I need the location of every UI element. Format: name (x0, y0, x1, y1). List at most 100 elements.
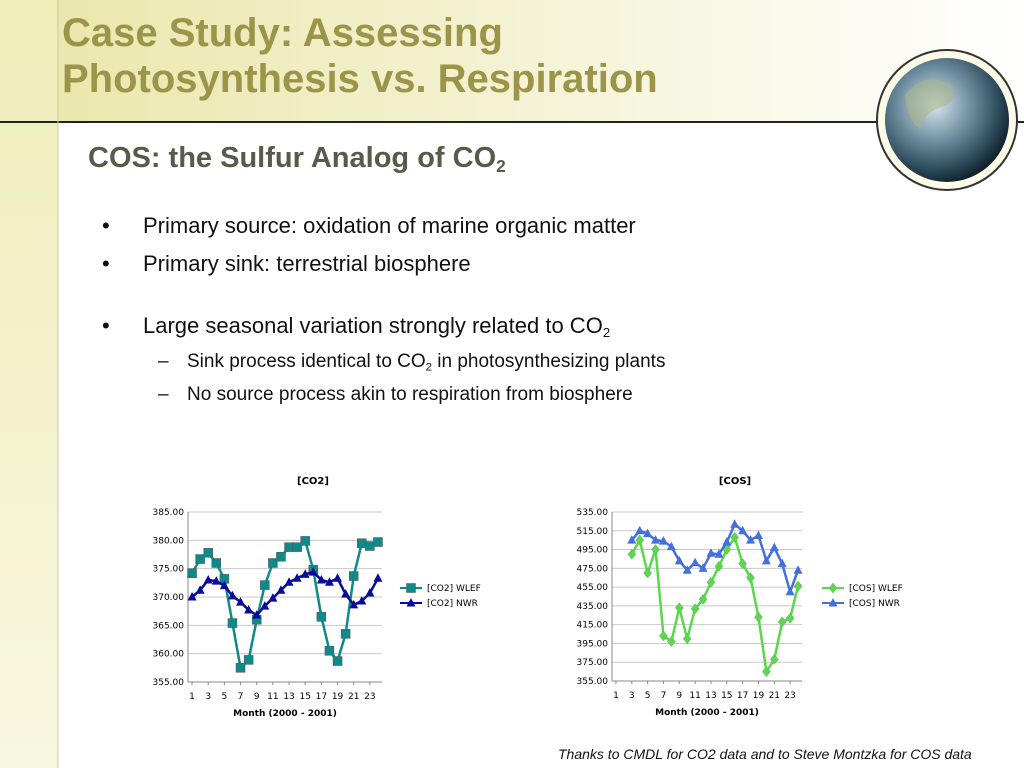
series-line (630, 534, 800, 676)
x-tick-label: 15 (721, 691, 732, 701)
bullet-text: Sink process identical to CO (187, 351, 426, 372)
x-tick-label: 13 (283, 692, 294, 702)
legend-label: [CO2] NWR (427, 599, 478, 609)
marker (252, 610, 262, 619)
marker (373, 573, 383, 582)
y-tick-label: 370.00 (153, 593, 185, 603)
marker (203, 548, 213, 558)
marker (276, 585, 286, 594)
marker (730, 531, 740, 543)
legend-marker (828, 582, 838, 594)
bullet: No source process akin to respiration fr… (100, 381, 1000, 414)
legend-marker (828, 598, 838, 607)
marker (722, 537, 732, 546)
marker (698, 563, 708, 572)
legend-label: [COS] WLEF (849, 584, 903, 594)
marker (651, 544, 660, 555)
marker (187, 592, 197, 601)
marker (300, 536, 310, 546)
x-tick-label: 21 (348, 692, 359, 702)
y-tick-label: 535.00 (577, 508, 609, 518)
marker (373, 537, 383, 547)
marker (753, 530, 763, 539)
marker (762, 666, 771, 678)
title-line: Case Study: Assessing (62, 11, 503, 55)
marker (300, 569, 310, 578)
x-tick-label: 19 (332, 692, 344, 702)
marker (244, 605, 254, 614)
marker (292, 542, 302, 552)
bullet-text: Primary source: oxidation of marine orga… (143, 213, 636, 238)
y-tick-label: 495.00 (577, 546, 609, 556)
x-tick-label: 17 (737, 691, 748, 701)
marker (706, 548, 716, 557)
x-tick-label: 5 (222, 692, 228, 702)
marker (690, 557, 700, 567)
x-tick-label: 23 (784, 691, 795, 701)
marker (357, 538, 367, 548)
marker (260, 601, 270, 610)
marker (211, 576, 221, 585)
y-tick-label: 355.00 (577, 677, 609, 687)
y-tick-label: 355.00 (153, 678, 185, 688)
marker (284, 542, 294, 552)
marker (730, 519, 740, 528)
x-tick-label: 17 (316, 692, 327, 702)
x-tick-label: 3 (629, 691, 635, 701)
x-tick-label: 3 (205, 692, 211, 702)
marker (235, 663, 246, 673)
marker (268, 558, 278, 568)
marker (682, 633, 692, 645)
marker (635, 534, 645, 546)
marker (659, 630, 668, 642)
marker (316, 575, 326, 584)
y-tick-label: 385.00 (153, 508, 185, 518)
marker (227, 618, 238, 628)
marker (260, 580, 270, 590)
marker (785, 612, 795, 624)
marker (187, 568, 197, 578)
subscript: 2 (602, 324, 611, 340)
y-tick-label: 375.00 (153, 565, 185, 575)
y-tick-label: 455.00 (577, 583, 609, 593)
marker (627, 548, 637, 560)
marker (643, 567, 652, 579)
marker (651, 535, 661, 544)
marker (195, 585, 205, 594)
marker (276, 552, 286, 562)
slide-title: Case Study: Assessing Photosynthesis vs.… (62, 10, 658, 102)
marker (738, 525, 748, 535)
legend-label: [COS] NWR (849, 599, 900, 609)
marker (635, 525, 645, 535)
marker (292, 573, 302, 582)
marker (268, 593, 278, 602)
marker (777, 616, 787, 628)
y-tick-label: 360.00 (153, 650, 185, 660)
marker (658, 536, 668, 545)
marker (698, 593, 708, 605)
marker (324, 577, 334, 586)
x-tick-label: 15 (299, 692, 310, 702)
bullet: Large seasonal variation strongly relate… (100, 310, 1000, 348)
subtitle-text: COS: the Sulfur Analog of CO (88, 142, 497, 174)
series-line (630, 522, 800, 596)
marker (236, 597, 246, 606)
marker (211, 558, 222, 568)
legend-marker (406, 583, 416, 593)
marker (667, 636, 676, 647)
marker (316, 612, 327, 622)
marker (706, 577, 716, 588)
title-line: Photosynthesis vs. Respiration (62, 57, 658, 101)
bullet-text: No source process akin to respiration fr… (187, 384, 633, 405)
y-tick-label: 415.00 (577, 621, 609, 631)
side-band (0, 0, 58, 768)
x-tick-label: 21 (769, 691, 780, 701)
chart-title: [CO2] (297, 476, 329, 487)
marker (793, 565, 803, 574)
y-tick-label: 375.00 (577, 658, 609, 668)
x-axis-label: Month (2000 - 2001) (233, 709, 337, 719)
x-tick-label: 7 (661, 691, 667, 701)
x-tick-label: 11 (689, 691, 700, 701)
